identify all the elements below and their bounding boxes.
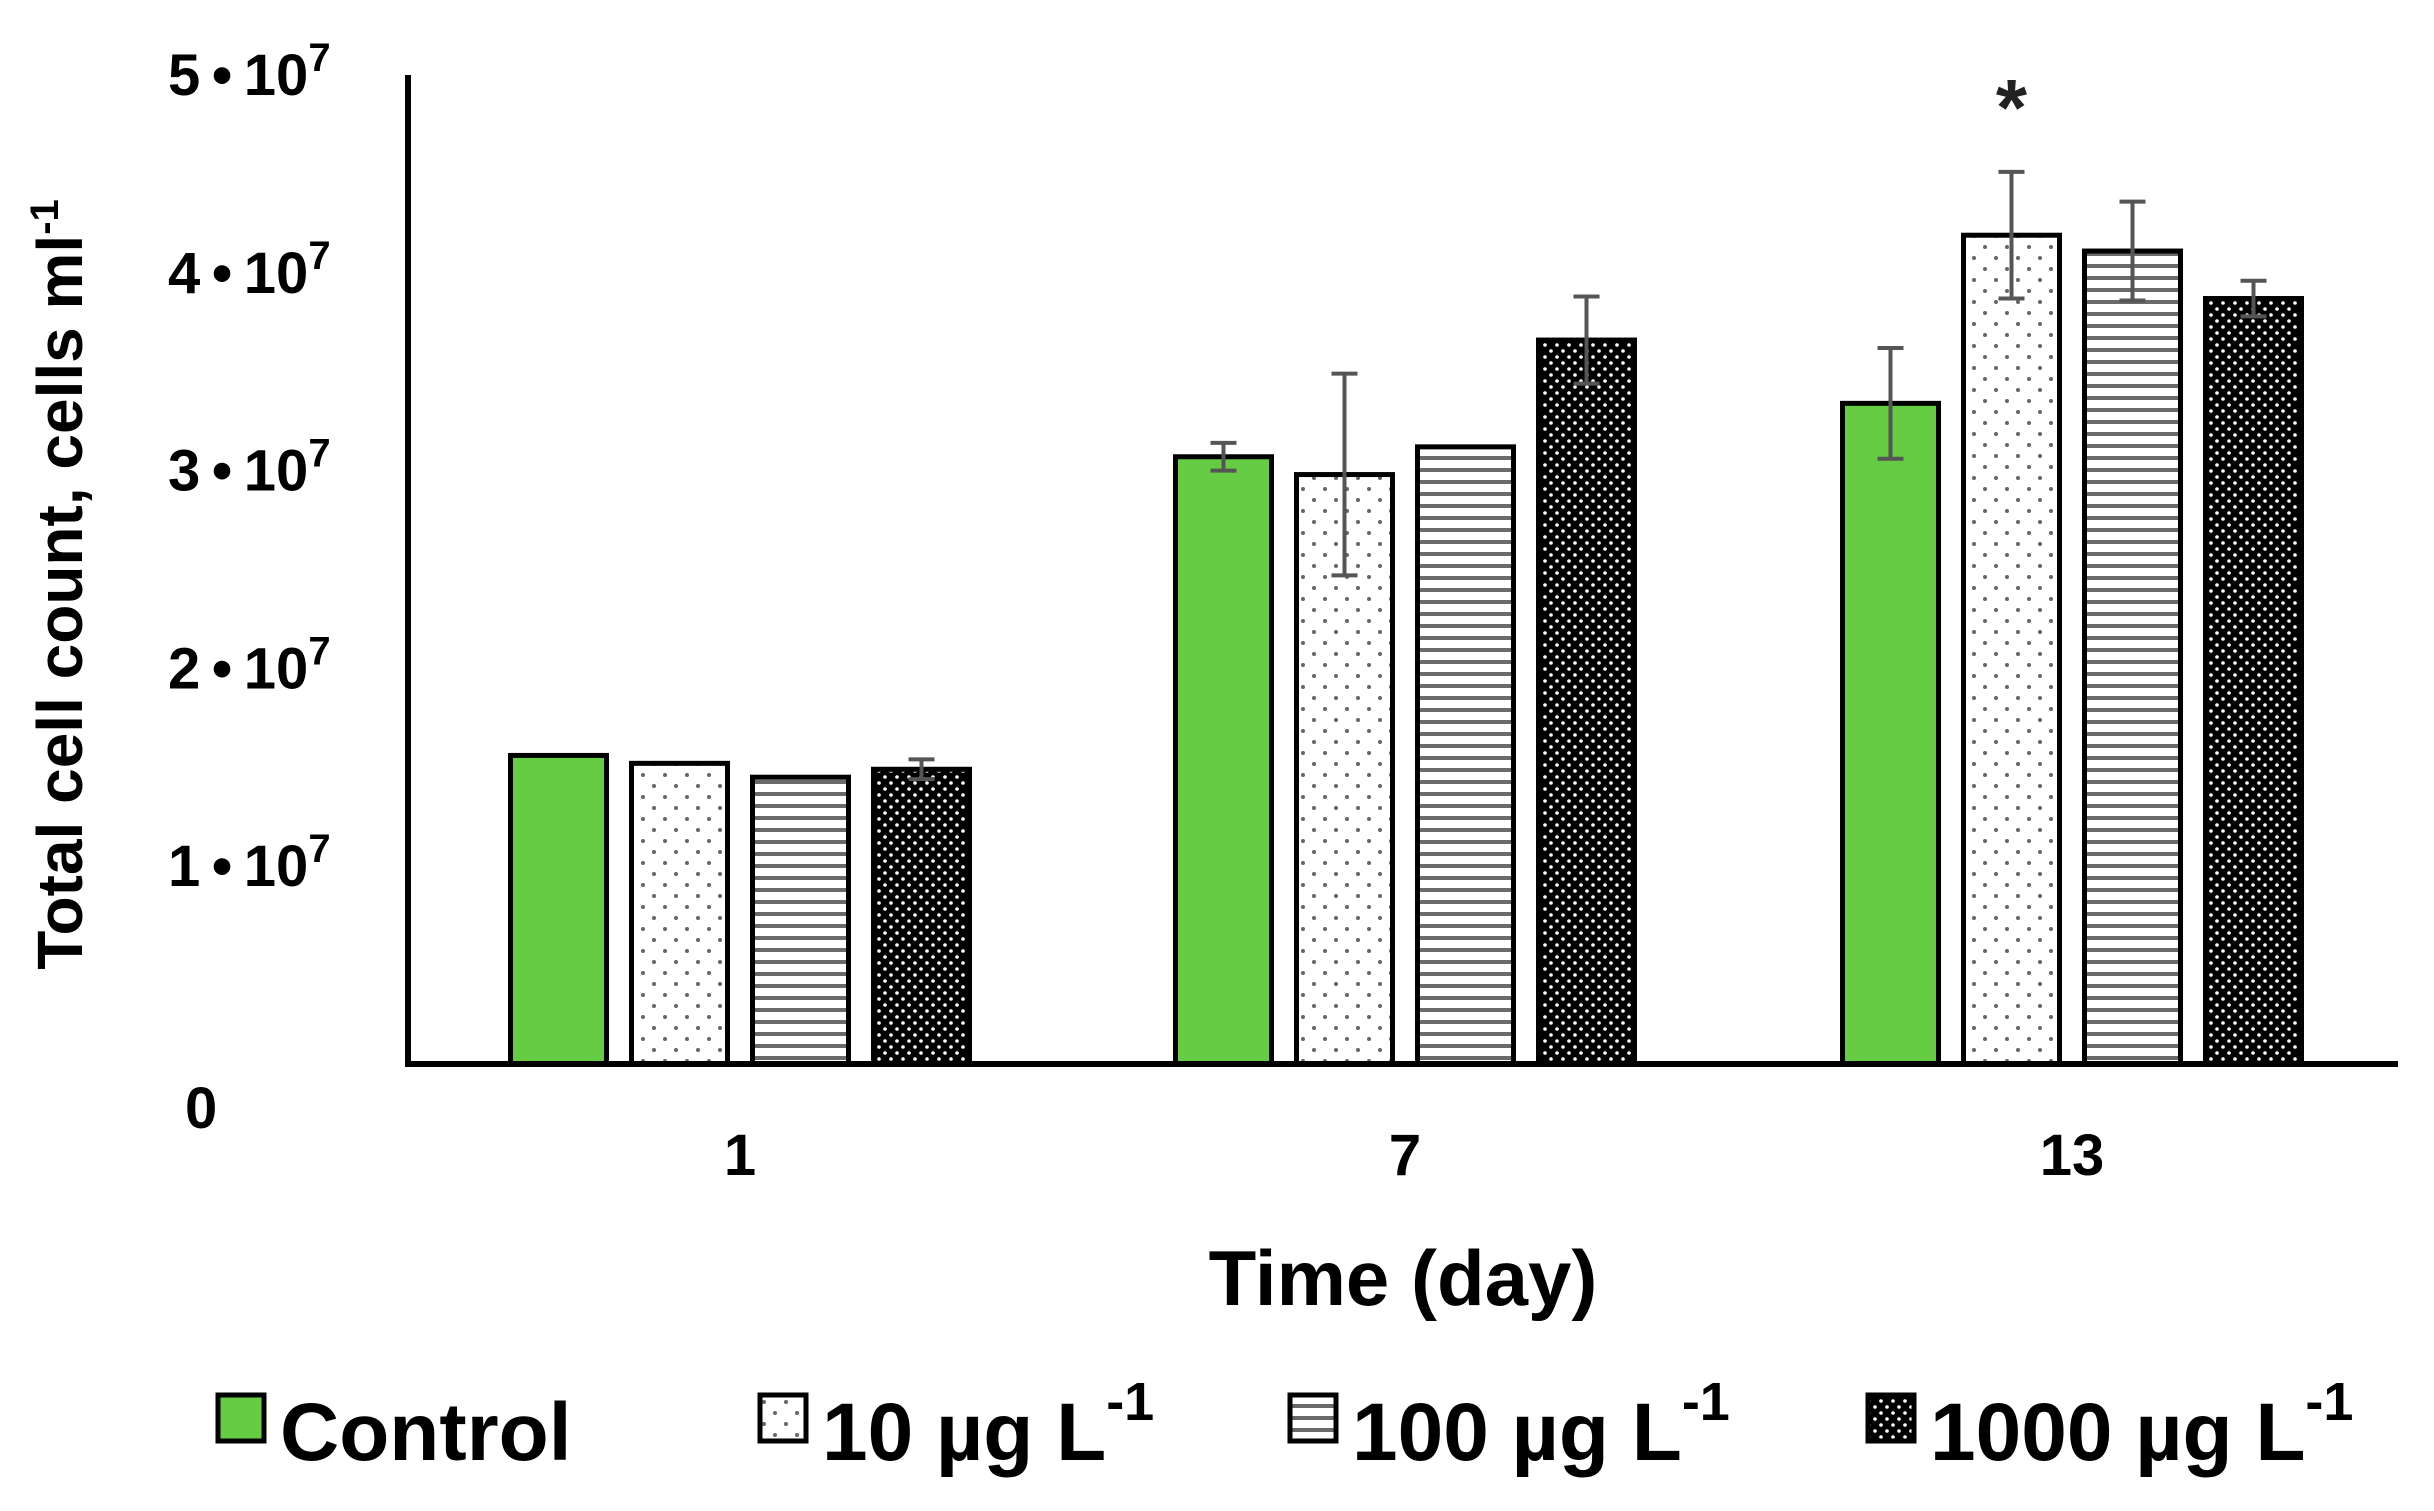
error-bar — [1998, 169, 2025, 301]
y-tick-exponent: 7 — [308, 36, 330, 80]
error-bar — [1331, 371, 1358, 578]
bar-day7-1000ug — [1536, 337, 1637, 1067]
y-tick-mantissa: 4 • 10 — [168, 241, 308, 306]
y-tick-label: 2 • 107 — [168, 629, 331, 701]
bar-day1-10ug — [629, 760, 730, 1067]
bar-day1-control — [508, 752, 609, 1067]
legend-swatch — [1287, 1392, 1339, 1444]
y-tick-exponent: 7 — [308, 629, 330, 673]
x-tick-label: 1 — [724, 1123, 756, 1188]
legend-label-exponent: -1 — [1106, 1372, 1154, 1432]
error-bars-layer — [908, 169, 2267, 782]
legend-item: 1000 µg L-1 — [1865, 1372, 2353, 1478]
bar-day1-100ug — [750, 774, 851, 1067]
legend-label-text: 1000 µg L — [1930, 1387, 2305, 1478]
x-axis-title: Time (day) — [1209, 1234, 1598, 1322]
bar-day13-control — [1840, 400, 1941, 1067]
error-bar — [1877, 345, 1904, 461]
significance-marker: * — [1996, 63, 2028, 152]
y-tick-label: 1 • 107 — [168, 827, 331, 899]
legend-label: 1000 µg L-1 — [1930, 1372, 2353, 1478]
error-bar — [2240, 278, 2267, 319]
y-tick-exponent: 7 — [308, 827, 330, 871]
bar-day13-10ug — [1961, 232, 2062, 1067]
y-axis-title: Total cell count, cells ml-1 — [23, 199, 96, 970]
legend-label: 100 µg L-1 — [1352, 1372, 1730, 1478]
bar-day7-100ug — [1415, 444, 1516, 1067]
bar-day13-100ug — [2082, 248, 2183, 1067]
legend-label-exponent: -1 — [1682, 1372, 1730, 1432]
legend-swatch — [215, 1392, 267, 1444]
y-tick-exponent: 7 — [308, 432, 330, 476]
bars-layer — [508, 232, 2304, 1067]
error-bar — [2119, 199, 2146, 303]
legend: Control 10 µg L-1 100 µg L-1 1000 µg L-1 — [215, 1372, 2353, 1478]
y-tick-mantissa: 0 — [185, 1076, 217, 1141]
annotations: * — [1996, 63, 2028, 152]
legend-label-text: Control — [280, 1387, 571, 1478]
legend-item: 10 µg L-1 — [757, 1372, 1154, 1478]
x-tick-labels: 1 7 13 — [724, 1123, 2104, 1188]
y-tick-mantissa: 3 • 10 — [168, 439, 308, 504]
legend-label-text: 10 µg L — [822, 1387, 1106, 1478]
y-tick-label: 4 • 107 — [168, 234, 331, 306]
y-axis-title-exponent: -1 — [23, 199, 67, 235]
y-tick-mantissa: 1 • 10 — [168, 834, 308, 899]
legend-item: 100 µg L-1 — [1287, 1372, 1730, 1478]
legend-item: Control — [215, 1387, 571, 1478]
bar-day7-control — [1173, 454, 1274, 1067]
error-bar — [1573, 294, 1600, 386]
y-tick-mantissa: 2 • 10 — [168, 636, 308, 701]
bar-day13-1000ug — [2203, 296, 2304, 1067]
legend-label-exponent: -1 — [2305, 1372, 2353, 1432]
legend-label-text: 100 µg L — [1352, 1387, 1682, 1478]
y-axis-title-text: Total cell count, cells ml — [24, 235, 96, 970]
x-tick-label: 13 — [2040, 1123, 2105, 1188]
y-tick-mantissa: 5 • 10 — [168, 43, 308, 108]
x-tick-label: 7 — [1389, 1123, 1421, 1188]
legend-label: Control — [280, 1387, 571, 1478]
bar-day1-1000ug — [871, 766, 972, 1067]
legend-swatch — [757, 1392, 809, 1444]
y-tick-label: 5 • 107 — [168, 36, 331, 108]
legend-swatch — [1865, 1392, 1917, 1444]
y-tick-exponent: 7 — [308, 234, 330, 278]
y-tick-label: 3 • 107 — [168, 432, 331, 504]
y-tick-label: 0 — [185, 1076, 217, 1141]
error-bar — [1210, 440, 1237, 473]
error-bar — [908, 757, 935, 782]
legend-label: 10 µg L-1 — [822, 1372, 1154, 1478]
